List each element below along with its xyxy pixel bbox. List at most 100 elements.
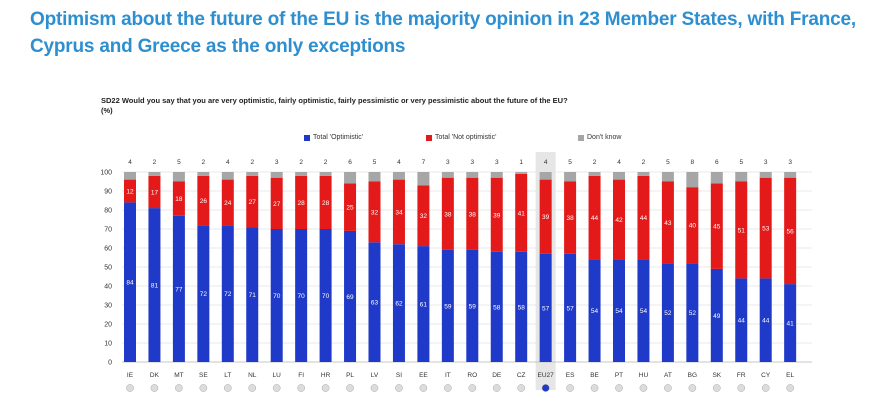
x-tick-label-it: IT	[445, 372, 451, 379]
bar-dont-know-be	[588, 172, 601, 176]
x-tick-label-cz: CZ	[517, 372, 526, 379]
x-tick-label-mt: MT	[174, 372, 183, 379]
bar-dont-know-se	[197, 172, 210, 176]
value-label-optimistic: 54	[615, 308, 623, 315]
y-tick-label: 100	[100, 170, 112, 177]
flag-icon-pl	[346, 384, 354, 392]
page-headline: Optimism about the future of the EU is t…	[30, 9, 856, 57]
bar-dont-know-it	[441, 172, 454, 178]
value-label-optimistic: 61	[420, 302, 428, 309]
bar-optimistic-dk	[148, 208, 161, 362]
y-tick-label: 50	[104, 265, 112, 272]
value-label-not-optimistic: 18	[175, 196, 183, 203]
survey-question: SD22 Would you say that you are very opt…	[101, 96, 568, 105]
bar-not-optimistic-be	[588, 175, 601, 260]
value-label-optimistic: 70	[273, 293, 281, 300]
bar-not-optimistic-ee	[417, 185, 430, 247]
bar-dont-know-nl	[246, 172, 259, 176]
x-tick-label-se: SE	[199, 372, 208, 379]
bar-optimistic-de	[490, 251, 503, 362]
flag-icon-pt	[615, 384, 623, 392]
value-label-dont-know: 2	[642, 159, 646, 166]
flag-icon-ro	[468, 384, 477, 392]
value-label-not-optimistic: 39	[542, 214, 550, 221]
bar-not-optimistic-pt	[613, 179, 625, 260]
bar-dont-know-at	[661, 172, 674, 182]
bar-optimistic-fi	[295, 229, 308, 362]
bar-not-optimistic-eu27	[539, 179, 552, 254]
bar-dont-know-bg	[686, 172, 699, 188]
legend-swatch-not-optimistic	[426, 134, 432, 141]
bar-not-optimistic-hu	[637, 175, 650, 260]
value-label-optimistic: 58	[493, 304, 501, 311]
x-tick-label-be: BE	[590, 372, 599, 379]
flag-icon-lv	[370, 384, 379, 392]
bar-dont-know-lv	[368, 172, 381, 182]
value-label-optimistic: 70	[322, 293, 330, 300]
value-label-not-optimistic: 32	[420, 213, 428, 220]
value-label-dont-know: 8	[691, 159, 695, 166]
value-label-optimistic: 57	[566, 305, 574, 312]
bar-not-optimistic-se	[197, 175, 210, 226]
value-label-dont-know: 2	[250, 159, 254, 166]
bar-not-optimistic-mt	[172, 181, 185, 216]
value-label-optimistic: 52	[689, 310, 697, 317]
bar-dont-know-fr	[735, 172, 748, 182]
bar-not-optimistic-hr	[319, 175, 332, 229]
flag-icon-hu	[639, 384, 648, 392]
bar-dont-know-lu	[270, 172, 283, 178]
value-label-dont-know: 4	[128, 159, 132, 166]
flag-icon-be	[590, 384, 599, 392]
value-label-optimistic: 57	[542, 305, 550, 312]
value-label-dont-know: 1	[519, 159, 523, 166]
value-label-dont-know: 2	[593, 159, 597, 166]
legend-item-dont-know: Don't know	[578, 134, 621, 141]
value-label-dont-know: 4	[397, 159, 401, 166]
bar-not-optimistic-bg	[686, 187, 699, 264]
bar-optimistic-sk	[710, 268, 723, 362]
value-label-optimistic: 63	[371, 300, 379, 307]
value-label-optimistic: 41	[787, 321, 795, 328]
value-label-not-optimistic: 24	[224, 200, 232, 207]
y-tick-label: 10	[104, 341, 112, 348]
bar-optimistic-lv	[368, 242, 381, 362]
value-label-optimistic: 44	[762, 318, 770, 325]
bar-dont-know-sk	[710, 172, 723, 184]
bar-optimistic-si	[392, 244, 405, 362]
value-label-dont-know: 6	[715, 159, 719, 166]
value-label-dont-know: 3	[275, 159, 279, 166]
bar-not-optimistic-de	[490, 177, 503, 252]
flag-icon-cz	[517, 384, 526, 392]
value-label-not-optimistic: 44	[591, 215, 599, 222]
value-label-optimistic: 70	[298, 293, 306, 300]
value-label-dont-know: 3	[495, 159, 499, 166]
value-label-dont-know: 3	[446, 159, 450, 166]
bar-optimistic-hu	[637, 259, 650, 362]
value-label-optimistic: 72	[200, 291, 208, 298]
bar-not-optimistic-ie	[124, 179, 136, 203]
bar-not-optimistic-lu	[270, 177, 283, 229]
value-label-optimistic: 54	[591, 308, 599, 315]
bar-not-optimistic-pl	[344, 183, 357, 231]
x-tick-label-hu: HU	[639, 372, 649, 379]
bar-not-optimistic-sk	[710, 183, 723, 269]
legend-label-not-optimistic: Total 'Not optimistic'	[435, 134, 497, 141]
bar-optimistic-hr	[319, 229, 332, 362]
value-label-not-optimistic: 38	[566, 215, 574, 222]
value-label-optimistic: 52	[664, 310, 672, 317]
value-label-optimistic: 59	[444, 303, 452, 310]
flag-icon-nl	[248, 384, 257, 392]
x-tick-label-ro: RO	[467, 372, 477, 379]
x-tick-label-es: ES	[566, 372, 575, 379]
value-label-dont-know: 3	[764, 159, 768, 166]
legend-item-optimistic: Total 'Optimistic'	[304, 134, 363, 141]
bar-dont-know-fi	[295, 172, 308, 176]
value-label-dont-know: 5	[568, 159, 572, 166]
y-tick-label: 80	[104, 208, 112, 215]
value-label-dont-know: 2	[202, 159, 206, 166]
flag-icon-fr	[737, 384, 746, 392]
bar-not-optimistic-at	[661, 181, 674, 264]
value-label-not-optimistic: 28	[322, 200, 330, 207]
value-label-not-optimistic: 39	[493, 212, 501, 219]
legend-label-dont-know: Don't know	[587, 134, 622, 141]
